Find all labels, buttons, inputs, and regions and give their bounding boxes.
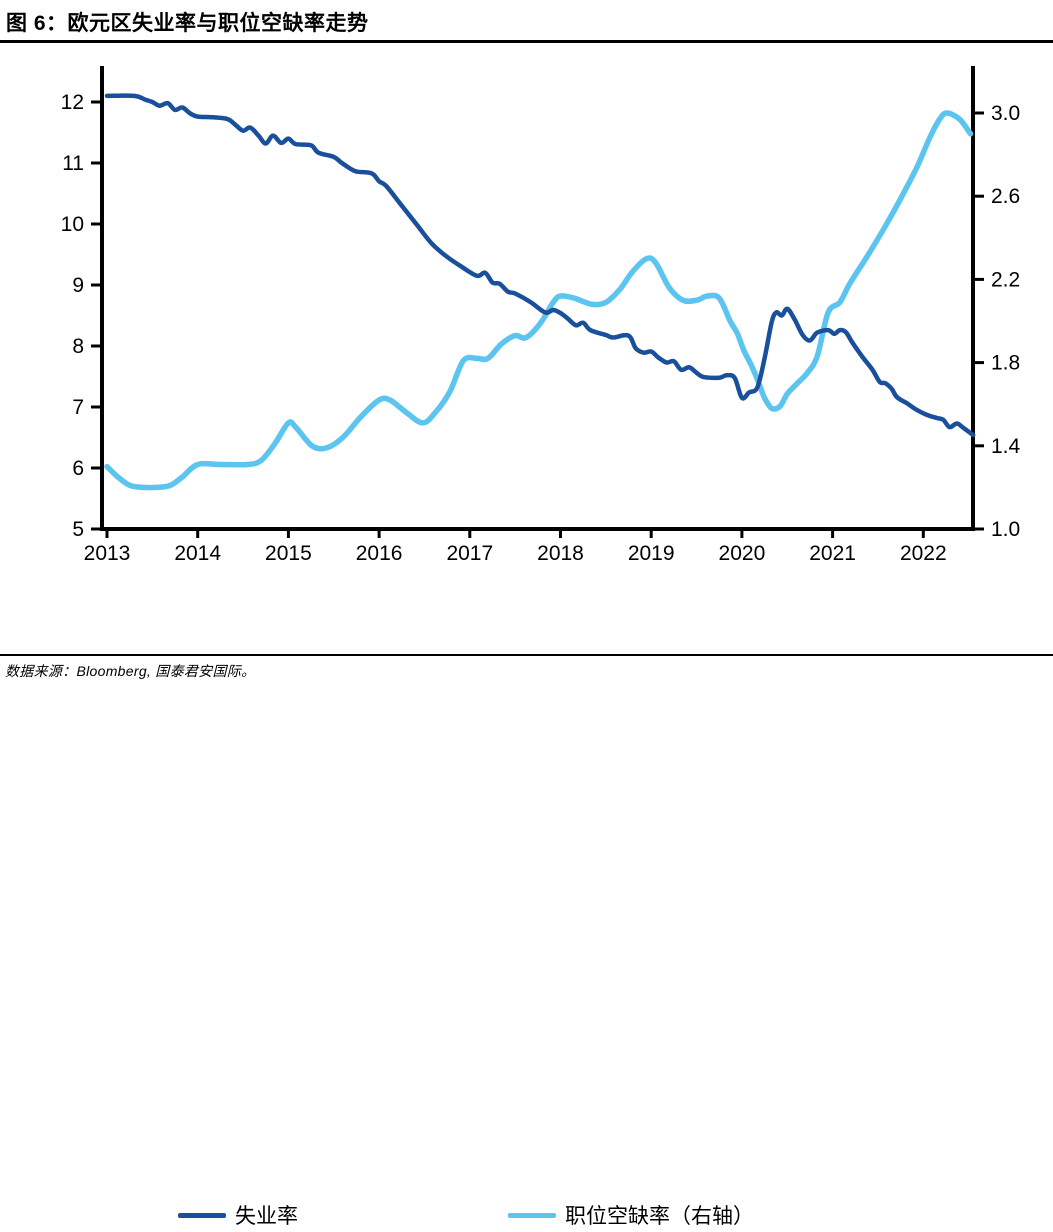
left-axis-ticks: 5 6 7 8 9 10 11 12 [61, 91, 102, 541]
svg-text:2020: 2020 [719, 542, 766, 565]
svg-text:7: 7 [72, 396, 84, 419]
svg-text:2018: 2018 [537, 542, 584, 565]
legend-item-vacancy: 职位空缺率（右轴） [508, 1198, 754, 1232]
svg-text:2022: 2022 [900, 542, 947, 565]
figure-title: 图 6：欧元区失业率与职位空缺率走势 [6, 12, 369, 35]
svg-text:8: 8 [72, 335, 84, 358]
vacancy-line [104, 110, 974, 491]
svg-text:2013: 2013 [84, 542, 131, 565]
svg-text:1.8: 1.8 [991, 352, 1020, 375]
svg-text:2.2: 2.2 [991, 268, 1020, 291]
svg-text:10: 10 [61, 213, 84, 236]
svg-text:6: 6 [72, 457, 84, 480]
svg-text:3.0: 3.0 [991, 102, 1020, 125]
vacancy-line-swatch [508, 1212, 556, 1218]
unemployment-legend-label: 失业率 [235, 1205, 298, 1228]
svg-text:9: 9 [72, 274, 84, 297]
svg-text:2017: 2017 [446, 542, 493, 565]
x-axis-ticks: 2013 2014 2015 2016 2017 2018 2019 2020 2021 2022 [84, 529, 947, 565]
vacancy-legend-label: 职位空缺率（右轴） [565, 1205, 754, 1228]
unemployment-line-swatch [178, 1212, 226, 1218]
svg-text:2021: 2021 [809, 542, 856, 565]
svg-text:2016: 2016 [356, 542, 403, 565]
right-axis-ticks: 1.0 1.4 1.8 2.2 2.6 3.0 [973, 102, 1021, 541]
svg-text:2.6: 2.6 [991, 185, 1020, 208]
svg-text:1.0: 1.0 [991, 518, 1020, 541]
figure-panel: 图 6：欧元区失业率与职位空缺率走势 5 6 7 8 9 10 11 12 1.0 1.4 1.8 2… [0, 12, 1053, 1228]
svg-text:11: 11 [62, 152, 84, 175]
svg-text:5: 5 [72, 518, 84, 541]
title-divider [0, 40, 1053, 43]
data-source-note: 数据来源：Bloomberg, 国泰君安国际。 [5, 663, 256, 679]
svg-text:2015: 2015 [265, 542, 312, 565]
svg-text:2019: 2019 [628, 542, 675, 565]
svg-text:12: 12 [61, 91, 84, 114]
legend: 失业率 职位空缺率（右轴） [0, 598, 1053, 1228]
footer-divider [0, 654, 1053, 656]
legend-item-unemployment: 失业率 [178, 1198, 298, 1232]
svg-text:1.4: 1.4 [991, 435, 1021, 458]
unemployment-line [104, 93, 976, 438]
svg-text:2014: 2014 [174, 542, 221, 565]
axes [100, 66, 975, 531]
